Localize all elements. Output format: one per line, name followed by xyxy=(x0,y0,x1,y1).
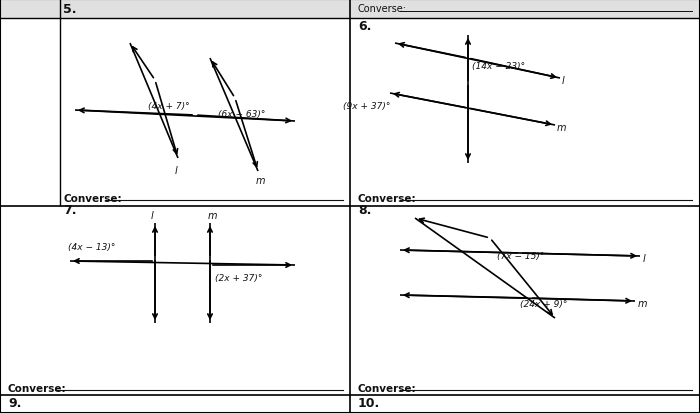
Text: 8.: 8. xyxy=(358,204,372,217)
Text: m: m xyxy=(256,176,265,185)
Text: Converse:: Converse: xyxy=(358,194,416,204)
Text: (9x + 37)°: (9x + 37)° xyxy=(342,101,390,110)
Text: 6.: 6. xyxy=(358,19,372,33)
Bar xyxy=(0,0,700,19)
Text: (4x + 7)°: (4x + 7)° xyxy=(148,101,190,110)
Text: l: l xyxy=(174,166,177,176)
Text: 9.: 9. xyxy=(8,396,22,410)
Text: Converse:: Converse: xyxy=(358,383,416,393)
Text: l: l xyxy=(150,211,153,221)
Text: l: l xyxy=(643,254,645,263)
Text: m: m xyxy=(638,298,648,308)
Text: 7.: 7. xyxy=(63,204,76,217)
Text: (4x − 13)°: (4x − 13)° xyxy=(68,242,116,252)
Text: (24x + 9)°: (24x + 9)° xyxy=(520,299,568,308)
Text: (14x − 23)°: (14x − 23)° xyxy=(472,62,525,70)
Text: (7x − 15)°: (7x − 15)° xyxy=(497,251,545,260)
Text: Converse:: Converse: xyxy=(358,4,407,14)
Text: (6x − 63)°: (6x − 63)° xyxy=(218,109,265,118)
Text: 5.: 5. xyxy=(63,2,76,15)
Text: Converse:: Converse: xyxy=(63,194,122,204)
Text: m: m xyxy=(557,123,566,133)
Text: (2x + 37)°: (2x + 37)° xyxy=(215,273,262,282)
Text: m: m xyxy=(207,211,217,221)
Text: Converse:: Converse: xyxy=(8,383,66,393)
Text: 10.: 10. xyxy=(358,396,380,410)
Text: l: l xyxy=(562,76,565,86)
